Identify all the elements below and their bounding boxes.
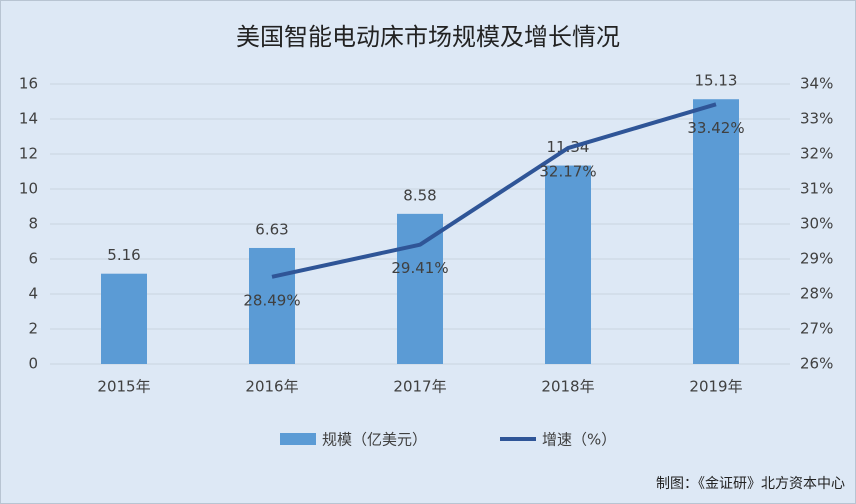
y-tick-label: 0: [28, 355, 38, 373]
y2-tick-label: 34%: [800, 75, 833, 93]
y2-tick-label: 32%: [800, 145, 833, 163]
y2-tick-label: 31%: [800, 180, 833, 198]
y-tick-label: 14: [19, 110, 38, 128]
bar: [693, 99, 739, 364]
x-tick-label: 2016年: [245, 378, 298, 396]
source: 制图：《金证研》北方资本中心: [656, 476, 845, 492]
y2-tick-label: 28%: [800, 285, 833, 303]
legend-label: 规模（亿美元）: [322, 431, 427, 449]
x-tick-label: 2015年: [97, 378, 150, 396]
bar-value-label: 15.13: [695, 72, 738, 90]
y-tick-label: 16: [19, 75, 38, 93]
y-tick-label: 12: [19, 145, 38, 163]
y-tick-label: 10: [19, 180, 38, 198]
line-value-label: 33.42%: [687, 119, 744, 137]
bar-value-label: 8.58: [403, 186, 436, 204]
x-tick-label: 2017年: [393, 378, 446, 396]
line-value-label: 28.49%: [243, 291, 300, 309]
y-tick-label: 6: [28, 250, 38, 268]
y-tick-label: 8: [28, 215, 38, 233]
line-value-label: 32.17%: [539, 163, 596, 181]
y2-tick-label: 29%: [800, 250, 833, 268]
line-value-label: 29.41%: [391, 259, 448, 277]
bar-value-label: 5.16: [107, 246, 140, 264]
legend-swatch: [280, 433, 316, 445]
y-tick-label: 2: [28, 320, 38, 338]
bar: [249, 247, 295, 364]
y2-tick-label: 27%: [800, 320, 833, 338]
y2-tick-label: 30%: [800, 215, 833, 233]
y-tick-label: 4: [28, 285, 38, 303]
y2-tick-label: 33%: [800, 110, 833, 128]
legend-label: 增速（%）: [542, 431, 616, 449]
bar-value-label: 6.63: [255, 220, 288, 238]
bar: [101, 273, 147, 364]
bar: [397, 213, 443, 364]
chart-title: 美国智能电动床市场规模及增长情况: [236, 23, 620, 51]
x-tick-label: 2019年: [689, 378, 742, 396]
x-tick-label: 2018年: [541, 378, 594, 396]
bar: [545, 165, 591, 364]
y2-tick-label: 26%: [800, 355, 833, 373]
line: [271, 102, 717, 279]
